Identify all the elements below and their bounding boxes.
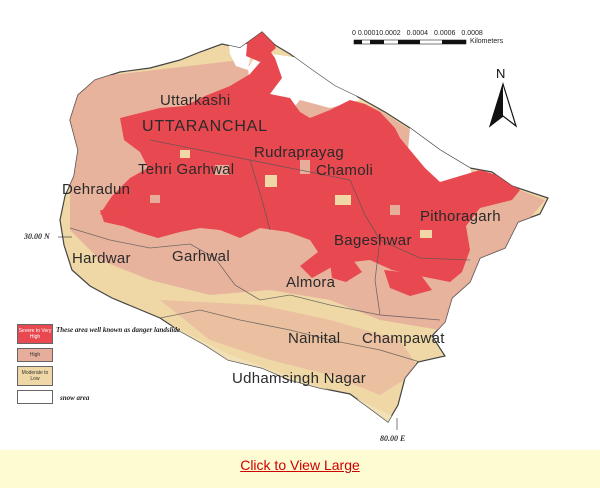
- scale-tick-labels: 0 0.00010.0002 0.0004 0.0006 0.0008: [352, 30, 483, 37]
- scale-tick: 0.0008: [461, 30, 483, 37]
- latitude-label: 30.00 N: [24, 232, 50, 241]
- state-label: UTTARANCHAL: [142, 118, 268, 135]
- legend-swatch-severe: Severe to Very High: [17, 324, 53, 344]
- landslide-hazard-map: 0 0.00010.0002 0.0004 0.0006 0.0008 Kilo…: [0, 0, 600, 450]
- scale-tick: 0.0002: [379, 30, 401, 37]
- legend-swatch-moderate: Moderate to Low: [17, 366, 53, 386]
- north-label: N: [496, 66, 506, 81]
- district-label-pithoragarh: Pithoragarh: [420, 208, 501, 225]
- longitude-label: 80.00 E: [380, 434, 406, 443]
- map-canvas: [58, 31, 549, 430]
- legend-snow-note: snow area: [60, 394, 90, 402]
- legend-moderate-label: Moderate to Low: [21, 370, 49, 382]
- district-label-uttarkashi: Uttarkashi: [160, 92, 231, 109]
- district-label-almora: Almora: [286, 274, 336, 291]
- legend-severe-label: Severe to Very High: [18, 328, 52, 340]
- district-label-bageshwar: Bageshwar: [334, 232, 412, 249]
- district-label-chamoli: Chamoli: [316, 162, 374, 179]
- district-label-nainital: Nainital: [288, 330, 341, 347]
- scale-tick: 0: [352, 30, 356, 37]
- district-label-garhwal: Garhwal: [172, 248, 230, 265]
- legend-severe-note: These area well known as danger landslid…: [56, 326, 181, 334]
- scale-tick: 0.0004: [406, 30, 429, 37]
- scale-unit: Kilometers: [470, 38, 504, 45]
- district-label-dehradun: Dehradun: [62, 181, 131, 198]
- scale-bar: [353, 39, 467, 45]
- view-large-link[interactable]: Click to View Large: [240, 457, 360, 473]
- legend-swatch-snow: [17, 390, 53, 404]
- legend-swatch-high: High: [17, 348, 53, 362]
- district-label-rudraprayag: Rudraprayag: [254, 144, 345, 161]
- district-label-udhamsingh: Udhamsingh Nagar: [232, 370, 367, 387]
- district-label-hardwar: Hardwar: [72, 250, 131, 267]
- scale-tick: 0.0006: [434, 30, 456, 37]
- district-label-champawat: Champawat: [362, 330, 445, 347]
- north-arrow-icon: [488, 81, 518, 128]
- district-label-tehri: Tehri Garhwal: [138, 161, 235, 178]
- legend-high-label: High: [29, 352, 41, 358]
- scale-tick: 0.0001: [357, 30, 380, 37]
